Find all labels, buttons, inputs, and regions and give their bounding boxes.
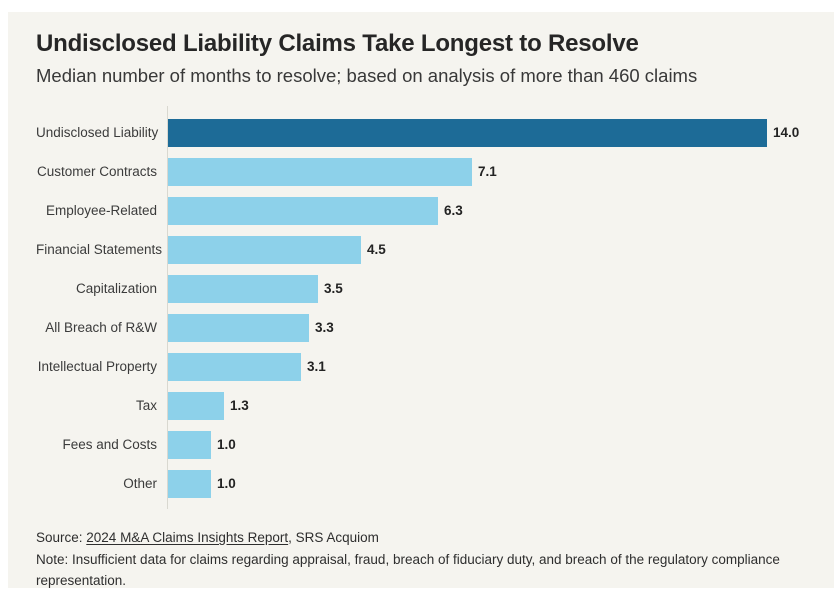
category-label: Customer Contracts [36,164,157,180]
bar [168,469,211,498]
bar-row: Intellectual Property 3.1 [36,347,804,386]
bar-track: 3.3 [168,313,804,342]
bar-row: Capitalization 3.5 [36,269,804,308]
value-label: 3.3 [315,320,334,336]
bar-track: 4.5 [168,235,804,264]
value-label: 1.3 [230,398,249,414]
bar [168,274,318,303]
value-label: 7.1 [478,164,497,180]
chart-title: Undisclosed Liability Claims Take Longes… [36,30,639,57]
value-label: 6.3 [444,203,463,219]
bar [168,352,301,381]
bar [168,313,309,342]
source-prefix: Source: [36,530,87,546]
category-label: Fees and Costs [62,437,157,453]
chart-card: Undisclosed Liability Claims Take Longes… [8,12,834,588]
category-label: All Breach of R&W [45,320,157,336]
chart-footer: Source: 2024 M&A Claims Insights Report,… [36,527,798,592]
bar-row: Employee-Related 6.3 [36,191,804,230]
source-line: Source: 2024 M&A Claims Insights Report,… [36,527,798,549]
bar-row: Undisclosed Liability 14.0 [36,113,804,152]
value-label: 1.0 [217,437,236,453]
category-label: Employee-Related [45,203,157,219]
value-label: 3.1 [307,359,326,375]
category-label: Financial Statements [36,242,163,258]
bar-row: Financial Statements 4.5 [36,230,804,269]
source-suffix: , SRS Acquiom [288,530,379,546]
value-label: 14.0 [773,125,800,141]
y-axis-line [167,106,168,510]
bar-track: 1.0 [168,469,804,498]
category-label: Capitalization [75,281,157,297]
bar [168,391,224,420]
chart-rows: Undisclosed Liability 14.0 Customer Contra… [36,113,804,503]
bar [168,196,438,225]
bar-row: Customer Contracts 7.1 [36,152,804,191]
category-label: Tax [135,398,157,414]
value-label: 1.0 [217,476,236,492]
value-label: 4.5 [367,242,386,258]
bar [168,118,767,147]
bar-track: 1.3 [168,391,804,420]
category-label: Intellectual Property [37,359,157,375]
bar [168,235,361,264]
bar-track: 7.1 [168,157,804,186]
bar-chart: Undisclosed Liability 14.0 Customer Contra… [36,106,804,510]
bar-row: Other 1.0 [36,464,804,503]
bar [168,430,211,459]
bar-track: 3.1 [168,352,804,381]
bar-track: 14.0 [168,118,804,147]
source-report-link[interactable]: 2024 M&A Claims Insights Report [86,530,289,546]
value-label: 3.5 [324,281,343,297]
bar-track: 3.5 [168,274,804,303]
chart-subtitle: Median number of months to resolve; base… [36,65,698,86]
bar-row: All Breach of R&W 3.3 [36,308,804,347]
bar-row: Tax 1.3 [36,386,804,425]
category-label: Other [123,476,157,492]
bar-row: Fees and Costs 1.0 [36,425,804,464]
category-label: Undisclosed Liability [36,125,159,141]
bar [168,157,472,186]
chart-note: Note: Insufficient data for claims regar… [36,551,780,589]
bar-track: 1.0 [168,430,804,459]
bar-track: 6.3 [168,196,804,225]
